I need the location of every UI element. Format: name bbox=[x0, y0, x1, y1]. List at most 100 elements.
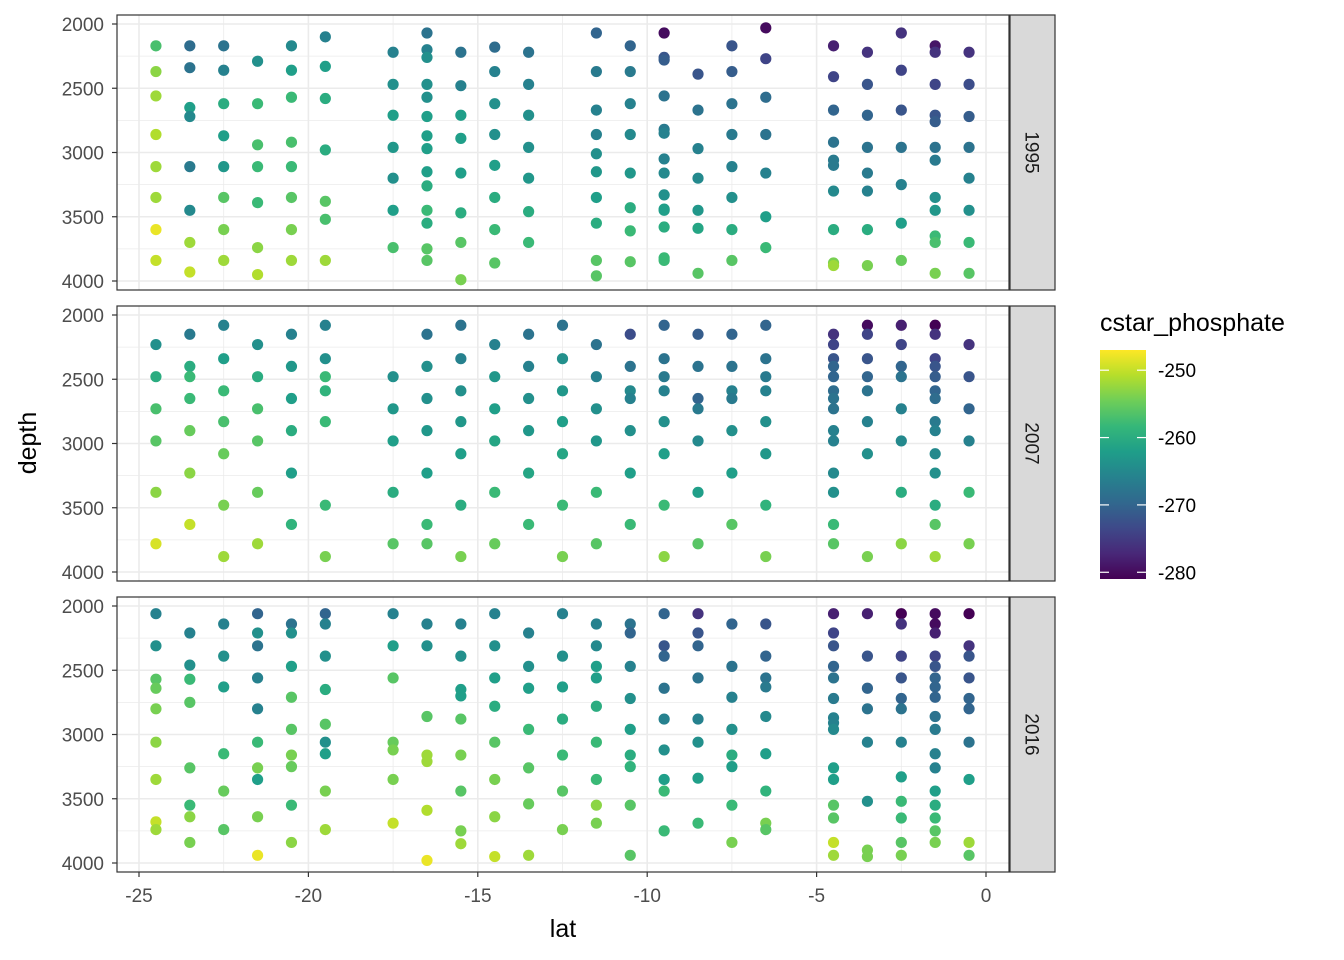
data-point bbox=[624, 40, 636, 52]
data-point bbox=[523, 849, 535, 861]
data-point bbox=[455, 785, 467, 797]
data-point bbox=[827, 403, 840, 415]
data-point bbox=[556, 448, 569, 460]
data-point bbox=[726, 425, 738, 437]
data-point bbox=[251, 338, 264, 351]
data-point bbox=[760, 550, 772, 563]
data-point bbox=[929, 762, 941, 774]
data-point bbox=[489, 486, 501, 498]
data-point bbox=[421, 27, 433, 39]
data-point bbox=[658, 640, 670, 652]
data-point bbox=[387, 78, 399, 90]
data-point bbox=[523, 798, 535, 810]
data-point bbox=[489, 191, 501, 204]
data-point bbox=[827, 812, 840, 824]
data-point bbox=[218, 823, 230, 836]
data-point bbox=[861, 850, 874, 863]
data-point bbox=[827, 338, 840, 351]
data-point bbox=[963, 403, 975, 415]
facet-strip bbox=[1009, 596, 1056, 873]
data-point bbox=[692, 328, 704, 340]
data-point bbox=[523, 660, 535, 672]
data-point bbox=[590, 773, 602, 786]
data-point bbox=[285, 328, 298, 340]
data-point bbox=[760, 22, 772, 34]
data-point bbox=[929, 691, 941, 703]
data-point bbox=[251, 55, 264, 67]
data-point bbox=[251, 98, 264, 110]
points-2007 bbox=[150, 319, 975, 563]
data-point bbox=[895, 812, 907, 824]
data-point bbox=[929, 812, 941, 824]
data-point bbox=[929, 204, 941, 216]
data-point bbox=[963, 703, 975, 715]
x-tick-label: -15 bbox=[464, 886, 491, 907]
data-point bbox=[692, 204, 704, 216]
data-point bbox=[929, 467, 941, 479]
data-point bbox=[963, 692, 975, 705]
data-point bbox=[455, 385, 467, 397]
data-point bbox=[658, 785, 670, 797]
data-point bbox=[760, 353, 772, 365]
data-point bbox=[150, 128, 162, 141]
y-tick-label: 3000 bbox=[62, 726, 104, 747]
data-point bbox=[218, 681, 230, 693]
data-point bbox=[861, 319, 874, 331]
data-point bbox=[150, 486, 162, 498]
data-point bbox=[285, 627, 298, 639]
data-point bbox=[726, 224, 738, 236]
data-point bbox=[523, 172, 535, 184]
data-point bbox=[963, 435, 975, 447]
data-point bbox=[590, 270, 602, 282]
data-point bbox=[218, 650, 230, 662]
data-point bbox=[895, 141, 907, 153]
facet-strip-label: 1995 bbox=[1021, 131, 1042, 173]
data-point bbox=[285, 660, 298, 672]
data-point bbox=[929, 550, 941, 563]
data-point bbox=[895, 538, 907, 550]
data-point bbox=[251, 538, 264, 550]
data-point bbox=[184, 518, 196, 531]
data-point bbox=[150, 371, 162, 383]
data-point bbox=[861, 259, 874, 272]
data-point bbox=[692, 772, 704, 784]
data-point bbox=[963, 172, 975, 184]
data-point bbox=[726, 691, 738, 703]
data-point bbox=[590, 700, 602, 712]
data-point bbox=[658, 608, 670, 620]
data-point bbox=[319, 650, 331, 662]
data-point bbox=[523, 328, 535, 340]
data-point bbox=[150, 161, 162, 173]
data-point bbox=[251, 811, 264, 823]
data-point bbox=[692, 736, 704, 748]
data-point bbox=[251, 762, 264, 774]
data-point bbox=[285, 723, 298, 735]
data-point bbox=[150, 736, 162, 748]
data-point bbox=[455, 46, 467, 58]
data-point bbox=[150, 773, 162, 786]
data-point bbox=[556, 713, 569, 725]
data-point bbox=[963, 608, 975, 620]
data-point bbox=[861, 650, 874, 662]
data-point bbox=[285, 836, 298, 849]
data-point bbox=[929, 328, 941, 340]
data-point bbox=[929, 836, 941, 849]
data-point bbox=[556, 681, 569, 693]
data-point bbox=[590, 191, 602, 204]
data-point bbox=[455, 319, 467, 331]
data-point bbox=[251, 703, 264, 715]
data-point bbox=[218, 618, 230, 630]
data-point bbox=[218, 785, 230, 797]
data-point bbox=[658, 167, 670, 179]
data-point bbox=[184, 360, 196, 372]
data-point bbox=[624, 849, 636, 861]
data-point bbox=[929, 499, 941, 511]
data-point bbox=[455, 838, 467, 850]
data-point bbox=[658, 353, 670, 365]
data-point bbox=[285, 224, 298, 236]
data-point bbox=[523, 627, 535, 639]
data-point bbox=[895, 849, 907, 861]
data-point bbox=[692, 627, 704, 639]
data-point bbox=[726, 618, 738, 630]
data-point bbox=[523, 682, 535, 694]
